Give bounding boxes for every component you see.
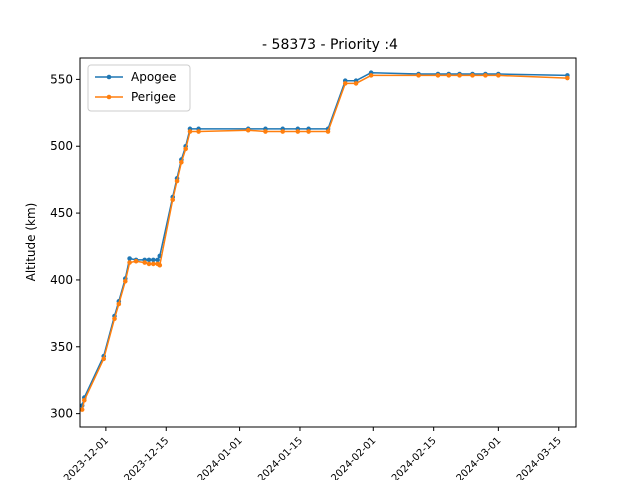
data-point	[446, 73, 452, 78]
data-point	[263, 129, 268, 134]
legend-label: Perigee	[131, 90, 176, 104]
data-point	[122, 278, 128, 284]
data-point	[496, 73, 501, 78]
data-point	[325, 129, 331, 134]
data-point	[245, 127, 251, 133]
x-tick-label: 2024-03-01	[455, 435, 504, 480]
series-line	[81, 71, 568, 406]
y-tick-label: 400	[50, 273, 73, 287]
series-perigee	[79, 73, 570, 412]
x-tick-label: 2023-12-01	[62, 435, 111, 480]
data-point	[155, 257, 160, 263]
data-point	[483, 73, 488, 78]
x-tick-label: 2023-12-15	[123, 435, 172, 480]
data-point	[306, 129, 311, 134]
y-tick-label: 550	[50, 72, 73, 86]
data-point	[435, 73, 441, 78]
data-point	[470, 73, 475, 78]
y-tick-label: 300	[50, 407, 73, 421]
x-tick-label: 2024-03-15	[515, 435, 564, 480]
data-point	[79, 407, 85, 412]
data-point	[174, 178, 180, 184]
legend-marker	[106, 74, 112, 80]
legend: Apogee Perigee	[87, 64, 191, 112]
data-point	[565, 75, 570, 81]
x-tick-label: 2024-02-15	[390, 435, 439, 480]
legend-marker	[106, 94, 112, 100]
data-point	[151, 257, 156, 263]
data-point	[368, 73, 374, 78]
chart-title: - 58373 - Priority :4	[262, 37, 398, 53]
y-tick-label: 350	[50, 340, 73, 354]
x-tick-label: 2024-01-15	[256, 435, 305, 480]
y-tick-label: 450	[50, 206, 73, 220]
data-point	[82, 397, 87, 403]
data-point	[112, 316, 117, 322]
data-point	[179, 159, 184, 165]
y-tick-label: 500	[50, 139, 73, 153]
data-point	[457, 73, 462, 78]
series-line	[81, 74, 568, 410]
data-point	[127, 256, 132, 261]
data-point	[342, 81, 348, 86]
data-point	[196, 129, 201, 134]
y-axis-label: Altitude (km)	[24, 203, 38, 282]
data-point	[116, 301, 122, 307]
data-point	[187, 129, 193, 134]
x-tick-label: 2024-01-01	[196, 435, 245, 480]
data-point	[146, 261, 152, 267]
legend-label: Apogee	[131, 70, 177, 84]
data-point	[157, 262, 163, 268]
data-point	[101, 356, 107, 362]
data-point	[146, 257, 152, 263]
data-point	[416, 73, 421, 78]
data-point	[133, 258, 139, 264]
series-apogee	[79, 70, 570, 408]
data-point	[295, 129, 301, 134]
x-tick-label: 2024-02-01	[330, 435, 379, 480]
data-point	[280, 129, 286, 134]
data-point	[170, 197, 176, 203]
series-layer	[79, 70, 570, 412]
data-point	[151, 261, 156, 267]
data-point	[183, 146, 188, 152]
data-point	[142, 260, 147, 265]
data-point	[127, 260, 132, 265]
plot-frame	[79, 57, 577, 428]
data-point	[353, 81, 359, 86]
